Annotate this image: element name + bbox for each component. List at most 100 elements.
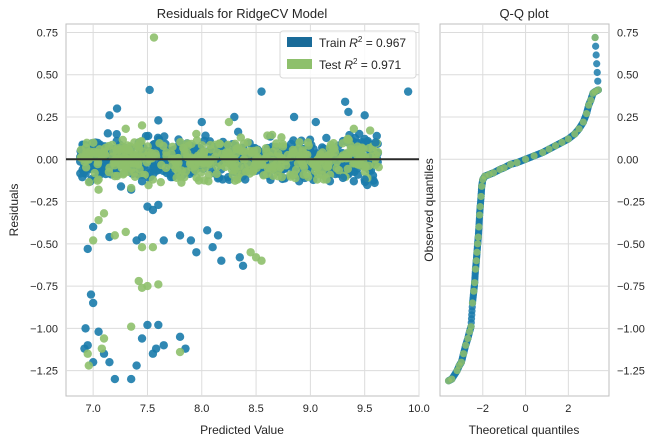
residual-band-point xyxy=(228,146,237,155)
residual-point xyxy=(94,175,103,184)
residual-point xyxy=(175,231,185,240)
residual-band-point xyxy=(249,146,259,156)
residual-point xyxy=(175,332,185,342)
residual-point xyxy=(81,324,90,333)
residual-point xyxy=(137,334,147,343)
qq-point xyxy=(462,341,470,349)
residual-point xyxy=(137,177,147,186)
qq-point xyxy=(530,152,538,160)
residual-point xyxy=(99,209,109,218)
residual-band-point xyxy=(343,164,352,174)
residual-point xyxy=(360,175,369,184)
residual-point xyxy=(159,236,168,245)
residual-point xyxy=(88,236,98,245)
residual-point xyxy=(355,129,364,139)
residual-point xyxy=(134,276,143,286)
residual-band-point xyxy=(259,171,268,180)
qq-point xyxy=(521,155,530,163)
residual-band-point xyxy=(168,142,177,151)
qq-point xyxy=(571,130,579,138)
residual-band-point xyxy=(304,172,313,182)
qq-point xyxy=(477,192,485,201)
residual-point xyxy=(97,344,107,353)
y-tick-label: −1.00 xyxy=(30,323,58,335)
residual-band-point xyxy=(322,133,331,143)
residual-band-point xyxy=(295,151,304,161)
residual-band-point xyxy=(186,156,195,165)
residual-point xyxy=(241,175,250,184)
y-tick-label: 0.50 xyxy=(617,70,638,82)
residuals-title: Residuals for RidgeCV Model xyxy=(157,6,328,21)
residual-point xyxy=(213,231,223,240)
residual-band-point xyxy=(130,172,140,182)
residual-point xyxy=(145,85,154,95)
residual-band-point xyxy=(138,147,148,157)
residual-band-point xyxy=(236,133,246,142)
residual-band-point xyxy=(349,159,358,168)
qq-point xyxy=(459,350,468,358)
residual-point xyxy=(151,344,161,353)
residual-point xyxy=(340,97,350,106)
residual-point xyxy=(121,124,130,134)
x-tick-label: 0 xyxy=(523,403,529,415)
residual-point xyxy=(137,121,147,130)
residual-point xyxy=(126,374,136,384)
residual-point xyxy=(149,33,159,42)
residual-band-point xyxy=(347,148,357,157)
y-tick-label: 0.25 xyxy=(617,112,638,124)
qq-point xyxy=(579,118,587,126)
residual-band-point xyxy=(206,145,215,154)
residual-band-point xyxy=(263,131,272,140)
residuals-y-ticks: 0.75 0.50 0.25 0.00 −0.25 −0.50 −0.75 −1.00 −1.2… xyxy=(30,27,58,377)
residual-band-point xyxy=(123,141,132,150)
residual-band-point xyxy=(204,170,214,180)
residual-point xyxy=(105,163,114,172)
residual-point xyxy=(110,171,120,181)
residual-band-point xyxy=(324,159,334,168)
residual-band-point xyxy=(142,158,152,167)
x-tick-label: 7.5 xyxy=(140,403,155,415)
y-tick-label: −1.00 xyxy=(617,323,645,335)
residual-band-point xyxy=(130,138,139,147)
residual-point xyxy=(289,112,299,122)
residual-band-point xyxy=(116,160,126,169)
qq-curve-point xyxy=(594,77,602,85)
residual-band-point xyxy=(303,138,313,147)
qq-point xyxy=(471,265,480,273)
residual-point xyxy=(148,175,158,184)
residual-point xyxy=(154,116,163,125)
residual-point xyxy=(344,107,353,117)
residual-point xyxy=(365,126,375,135)
residual-point xyxy=(148,243,158,252)
residual-point xyxy=(137,232,147,242)
residual-band-point xyxy=(179,143,188,153)
legend-label-test: Test R2 = 0.971 xyxy=(319,57,402,72)
qq-point xyxy=(551,142,560,150)
residual-point xyxy=(235,253,244,262)
residual-point xyxy=(192,248,201,257)
residual-point xyxy=(349,124,359,134)
residual-point xyxy=(154,200,163,210)
residual-point xyxy=(143,202,152,211)
residual-point xyxy=(246,248,255,257)
residual-point xyxy=(197,117,206,127)
residual-point xyxy=(143,320,152,330)
residual-band-point xyxy=(238,147,247,156)
residual-point xyxy=(360,111,369,120)
residual-band-point xyxy=(334,165,344,175)
legend-box xyxy=(279,30,417,79)
legend: Train R2 = 0.967 Test R2 = 0.971 xyxy=(279,30,417,79)
qq-point xyxy=(478,182,486,190)
residual-point xyxy=(94,327,103,336)
residual-point xyxy=(295,138,304,147)
qq-points xyxy=(444,33,602,385)
residuals-y-label: Residuals xyxy=(7,184,21,237)
y-tick-label: −1.25 xyxy=(30,366,58,378)
residual-point xyxy=(371,138,380,147)
qq-point xyxy=(545,145,553,153)
residual-point xyxy=(175,347,185,357)
residual-point xyxy=(105,111,114,120)
y-tick-label: −0.25 xyxy=(30,197,58,209)
residual-point xyxy=(86,290,96,299)
residual-point xyxy=(132,361,141,370)
